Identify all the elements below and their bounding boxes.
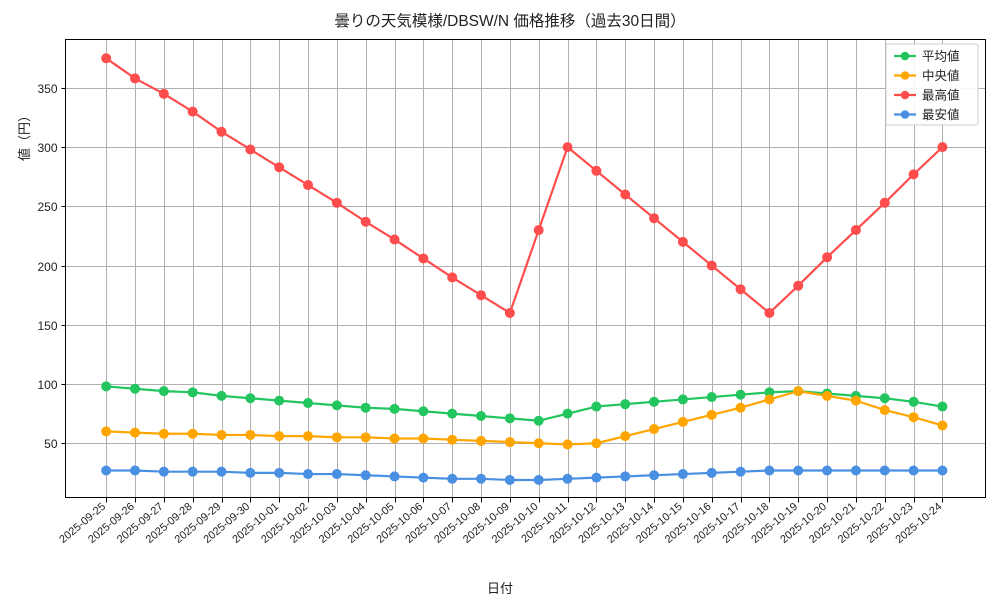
svg-text:350: 350 (37, 82, 57, 96)
svg-text:最安値: 最安値 (922, 107, 960, 122)
svg-text:中央値: 中央値 (922, 68, 960, 83)
svg-text:150: 150 (37, 319, 57, 333)
svg-text:250: 250 (37, 200, 57, 214)
svg-text:100: 100 (37, 378, 57, 392)
svg-text:最高値: 最高値 (922, 88, 960, 103)
svg-text:300: 300 (37, 141, 57, 155)
svg-text:200: 200 (37, 260, 57, 274)
svg-text:平均値: 平均値 (922, 49, 960, 64)
svg-text:50: 50 (44, 437, 58, 451)
